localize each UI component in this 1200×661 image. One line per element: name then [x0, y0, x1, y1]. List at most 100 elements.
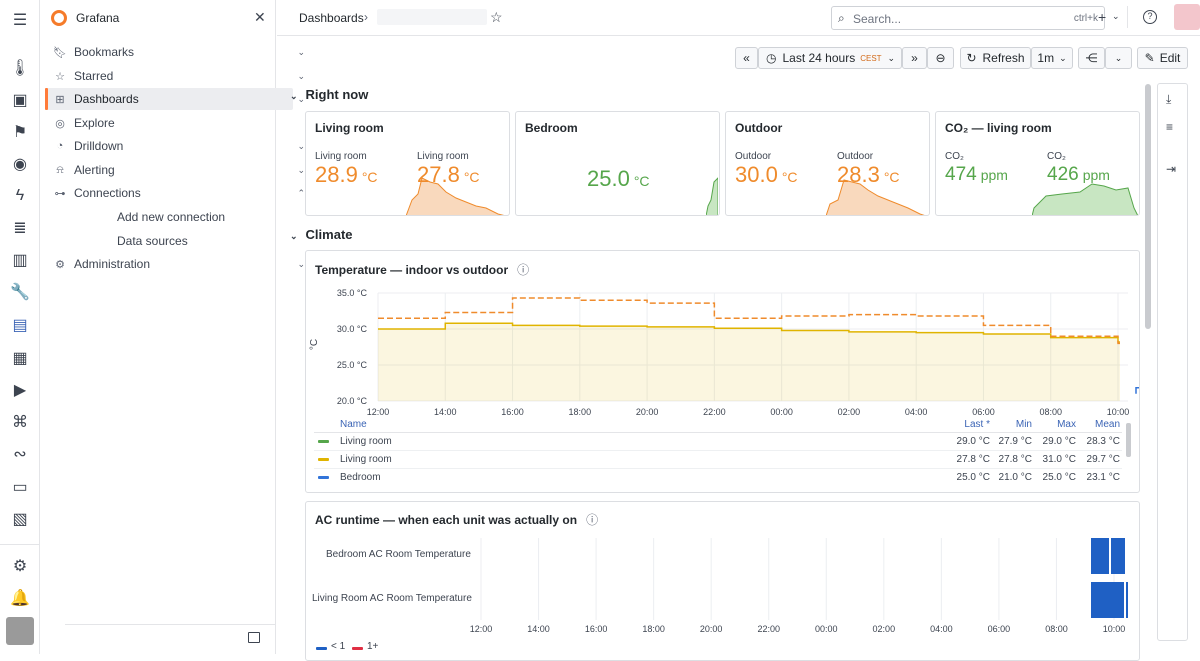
x-tick-label: 12:00 — [470, 624, 493, 634]
legend-header-mean[interactable]: Mean — [1094, 419, 1120, 430]
time-shift-back-button[interactable]: « — [735, 47, 758, 69]
refresh-button[interactable]: ↻ Refresh — [960, 47, 1031, 69]
nav-item-connections[interactable]: ⊶ Connections ⌃ — [47, 182, 306, 204]
time-shift-forward-button[interactable]: » — [902, 47, 927, 69]
legend-name[interactable]: Living room — [340, 454, 392, 465]
add-icon[interactable]: + — [1098, 9, 1107, 25]
panel-ac-runtime[interactable]: AC runtime — when each unit was actually… — [305, 501, 1140, 661]
stat-label: CO₂ — [1047, 151, 1066, 162]
panel-temperature[interactable]: Temperature — indoor vs outdoor ⓘ °C 20.0… — [305, 250, 1140, 493]
row-climate[interactable]: ⌄ Climate — [290, 227, 353, 242]
user-avatar[interactable] — [1174, 4, 1200, 30]
info-icon[interactable]: ⓘ — [586, 513, 599, 527]
list-icon[interactable]: ≣ — [13, 220, 27, 237]
chevron-down-icon[interactable]: ⌄ — [297, 93, 305, 104]
legend-max: 31.0 °C — [1042, 454, 1076, 465]
stat-value: 27.8 °C — [417, 164, 480, 188]
compass-icon[interactable]: ◉ — [13, 156, 27, 173]
wrench-icon[interactable]: 🔧 — [10, 284, 30, 301]
legend-header-name[interactable]: Name — [340, 419, 367, 430]
nav-sub-data-sources[interactable]: Data sources — [117, 234, 188, 248]
time-range-picker[interactable]: ◷ Last 24 hours CEST ⌄ — [758, 47, 902, 69]
series-fill-living-room — [378, 323, 1120, 401]
breadcrumb-dashboards[interactable]: Dashboards — [299, 11, 364, 25]
edit-button[interactable]: ✎ Edit — [1137, 47, 1188, 69]
nav-sub-add-connection[interactable]: Add new connection — [117, 210, 226, 224]
gear-icon[interactable]: ⚙ — [12, 558, 28, 575]
nav-item-starred[interactable]: ☆ Starred ⌄ — [47, 65, 305, 87]
nav-item-bookmarks[interactable]: 🔖︎ Bookmarks ⌄ — [47, 41, 305, 63]
pencil-icon: ✎ — [1144, 51, 1155, 65]
flag-icon[interactable]: ⚑ — [12, 124, 28, 141]
outline-icon[interactable]: ≡ — [1166, 120, 1174, 134]
stat-unit: °C — [781, 169, 798, 185]
chevron-up-icon[interactable]: ⌃ — [297, 187, 305, 198]
stat-panel-co2[interactable]: CO₂ — living room CO₂ 474 ppm CO₂ 426 ppm — [935, 111, 1140, 216]
info-icon[interactable]: ⓘ — [517, 263, 530, 277]
thermometer-icon[interactable]: 🌡 — [9, 60, 31, 77]
stat-label: Living room — [417, 151, 469, 162]
scrollbar-thumb[interactable] — [1145, 84, 1151, 329]
legend-header-max[interactable]: Max — [1057, 419, 1076, 430]
nav-item-explore[interactable]: ◎ Explore — [47, 112, 293, 134]
nav-item-dashboards[interactable]: ⊞ Dashboards ⌄ — [45, 88, 305, 110]
dock-menu-icon[interactable] — [248, 632, 260, 643]
stat-number: 474 — [945, 164, 977, 185]
panel-title: AC runtime — when each unit was actually… — [315, 511, 598, 528]
legend-label[interactable]: < 1 — [331, 641, 346, 652]
chevron-down-icon: ⌄ — [290, 231, 298, 241]
chevron-down-icon[interactable]: ⌄ — [297, 258, 305, 269]
hacs-icon[interactable]: ▦ — [12, 350, 28, 367]
nav-item-drilldown[interactable]: ◔ Drilldown ⌄ — [47, 135, 305, 157]
legend-name[interactable]: Bedroom — [340, 472, 381, 483]
panel-title: Bedroom — [525, 121, 578, 135]
share-menu-button[interactable]: ⌄ — [1105, 47, 1132, 69]
chevron-down-icon[interactable]: ⌄ — [297, 70, 305, 81]
legend-label[interactable]: 1+ — [367, 641, 379, 652]
code-icon[interactable]: ⌘ — [12, 414, 28, 431]
stat-label: Living room — [315, 151, 367, 162]
chevron-down-icon[interactable]: ⌄ — [1112, 11, 1120, 21]
import-icon[interactable]: ⤓ — [1166, 92, 1172, 106]
stat-panel-outdoor[interactable]: Outdoor Outdoor 30.0 °C Outdoor 28.3 °C — [725, 111, 930, 216]
row-right-now[interactable]: ⌄ Right now — [290, 87, 368, 102]
legend-header-last[interactable]: Last * — [964, 419, 990, 430]
nav-item-administration[interactable]: ⚙ Administration ⌄ — [47, 253, 305, 275]
nav-item-alerting[interactable]: ⍾ Alerting ⌄ — [47, 159, 305, 181]
legend-header-min[interactable]: Min — [1015, 419, 1032, 430]
refresh-interval-picker[interactable]: 1m ⌄ — [1031, 47, 1073, 69]
dashboards-rail-icon[interactable]: ▤ — [12, 317, 28, 334]
x-tick-label: 20:00 — [636, 407, 659, 417]
notification-icon[interactable]: 🔔 — [10, 590, 30, 607]
chat-icon[interactable]: ▣ — [12, 92, 28, 109]
terminal-icon[interactable]: ▭ — [12, 479, 28, 496]
avatar[interactable] — [6, 617, 34, 645]
media-icon[interactable]: ▶ — [13, 382, 27, 399]
nav-item-label: Explore — [74, 116, 115, 130]
x-tick-label: 04:00 — [930, 624, 953, 634]
network-icon[interactable]: ∾ — [13, 446, 27, 463]
stat-panel-bedroom[interactable]: Bedroom 25.0 °C — [515, 111, 720, 216]
legend-scrollbar[interactable] — [1126, 423, 1131, 457]
panel-title: Outdoor — [735, 121, 783, 135]
stat-panel-living-room[interactable]: Living room Living room 28.9 °C Living ro… — [305, 111, 510, 216]
menu-icon[interactable]: ☰ — [12, 12, 28, 29]
bolt-icon[interactable]: ϟ — [15, 187, 25, 204]
chevron-down-icon[interactable]: ⌄ — [297, 46, 305, 57]
bar-chart-icon[interactable]: ▥ — [12, 252, 28, 269]
help-icon[interactable]: ? — [1143, 10, 1157, 24]
close-menu-icon[interactable]: ✕ — [254, 9, 266, 25]
clipboard-icon[interactable]: ▧ — [12, 511, 28, 528]
collapse-pane-icon[interactable]: ⇥ — [1166, 162, 1177, 176]
star-icon[interactable]: ☆ — [490, 9, 503, 25]
stat-unit: °C — [883, 169, 900, 185]
search-input[interactable]: ⌕ Search... ctrl+k — [831, 6, 1105, 30]
chevron-down-icon[interactable]: ⌄ — [297, 140, 305, 151]
share-button[interactable]: ⋲ — [1078, 47, 1105, 69]
chevron-down-icon[interactable]: ⌄ — [297, 164, 305, 175]
breadcrumb-dashboard-title[interactable] — [377, 9, 487, 25]
stat-unit: °C — [633, 173, 650, 189]
legend-name[interactable]: Living room — [340, 436, 392, 447]
zoom-out-button[interactable]: ⊖ — [927, 47, 954, 69]
legend-row-divider — [314, 468, 1122, 469]
